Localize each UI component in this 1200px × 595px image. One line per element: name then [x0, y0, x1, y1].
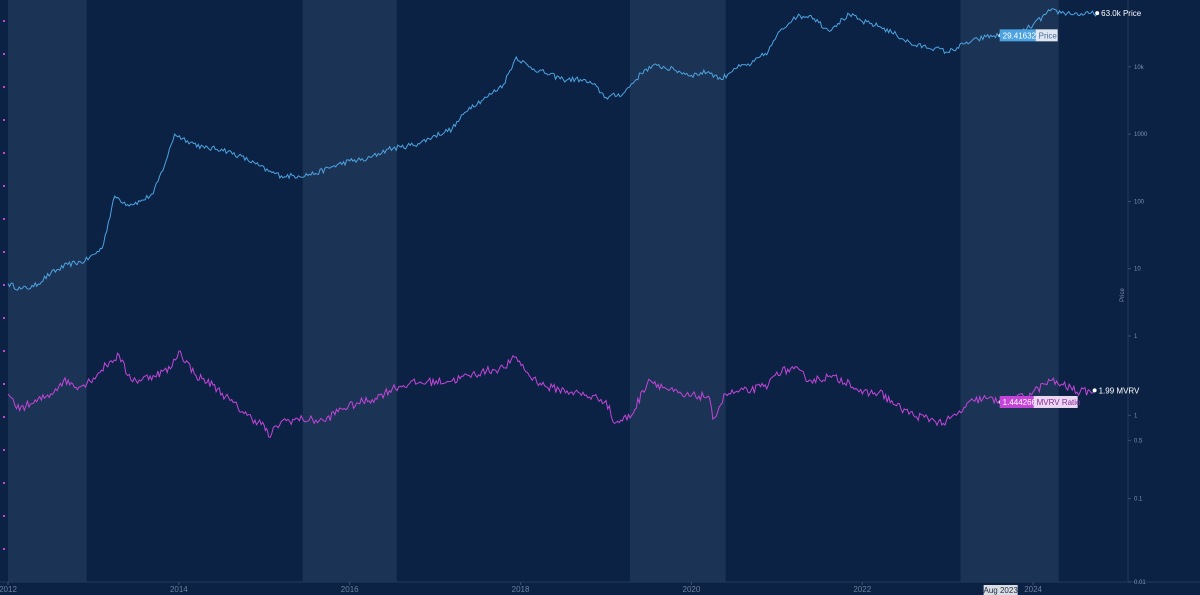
crosshair-date: Aug 2023	[984, 586, 1019, 595]
left-axis-dot	[3, 515, 5, 517]
series-line-price	[7, 8, 1098, 291]
mvrv-tick-label-0.5: 0.5	[1134, 438, 1143, 444]
crosshair-mvrv-value-box	[999, 395, 1034, 408]
shaded-periods	[8, 0, 1059, 582]
series-line-mvrv	[7, 350, 1096, 439]
left-axis-dot	[3, 218, 5, 220]
mvrv-tick-label-1: 1	[1134, 413, 1138, 419]
price-tick-label-1000: 1000	[1134, 132, 1148, 138]
crosshair-mvrv-name: MVRV Ratio	[1037, 398, 1081, 407]
x-tick-label-2024: 2024	[1024, 585, 1042, 594]
crosshair-price-value-box	[999, 29, 1036, 42]
left-axis-dot	[3, 449, 5, 451]
x-tick-label-2018: 2018	[512, 585, 530, 594]
left-axis-dot	[3, 86, 5, 88]
x-tick-label-2012: 2012	[0, 585, 17, 594]
x-tick-label-2016: 2016	[341, 585, 359, 594]
mvrv-last-dot	[1092, 388, 1097, 393]
left-axis-dot	[3, 251, 5, 253]
price-axis-label: Price	[1120, 288, 1126, 302]
price-tick-label-10k: 10k	[1134, 65, 1145, 71]
crosshair-price-value: 29.41632	[1003, 31, 1037, 40]
left-axis-dot	[3, 119, 5, 121]
mvrv-last-label: 1.99 MVRV	[1099, 386, 1140, 395]
crosshair-price-name: Price	[1039, 31, 1058, 40]
x-tick-label-2022: 2022	[853, 585, 871, 594]
mvrv-tick-label-0.1: 0.1	[1134, 497, 1143, 503]
shaded-period-1	[8, 0, 87, 582]
left-axis-dot	[3, 53, 5, 55]
crosshair-price-name-box	[1035, 29, 1058, 42]
price-tick-label-1: 1	[1134, 334, 1138, 340]
left-axis-dot	[3, 383, 5, 385]
price-tick-label-10: 10	[1134, 267, 1141, 273]
left-axis-dot	[3, 416, 5, 418]
x-tick-label-2014: 2014	[170, 585, 188, 594]
left-axis-dot	[3, 185, 5, 187]
shaded-period-2	[302, 0, 397, 582]
crosshair-date-box	[983, 585, 1018, 595]
left-axis-dot	[3, 350, 5, 352]
left-axis-dot	[3, 317, 5, 319]
crosshair-mvrv-name-box	[1033, 395, 1078, 408]
price-last-label: 63.0k Price	[1101, 9, 1142, 18]
x-tick-label-2020: 2020	[683, 585, 701, 594]
crosshair-mvrv-value: 1.444266	[1003, 398, 1037, 407]
left-axis-dot	[3, 548, 5, 550]
left-axis-dot	[3, 482, 5, 484]
left-axis-dot	[3, 20, 5, 22]
left-axis-dot	[3, 284, 5, 286]
price-tick-label-100: 100	[1134, 199, 1145, 205]
shaded-period-4	[960, 0, 1059, 582]
tick-labels: 2012 2014 2016 2018 2020 2022 202410k100010010…	[0, 20, 1148, 594]
series-lines	[7, 8, 1098, 439]
price-last-dot	[1095, 11, 1100, 16]
shaded-period-3	[629, 0, 726, 582]
axes	[0, 0, 1200, 583]
left-axis-dot	[3, 152, 5, 154]
mvrv-tick-label-0.01: 0.01	[1134, 580, 1146, 586]
